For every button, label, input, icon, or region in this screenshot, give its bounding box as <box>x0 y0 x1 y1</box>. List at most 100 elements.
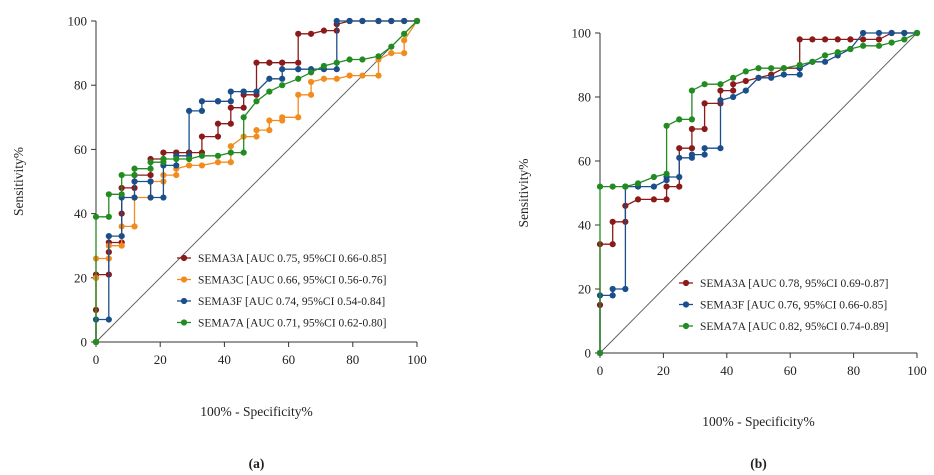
data-point <box>214 120 222 127</box>
data-point <box>742 77 749 85</box>
data-point <box>295 75 302 82</box>
data-point <box>92 213 100 220</box>
series-line <box>599 32 917 353</box>
panel-label: (a) <box>249 456 265 471</box>
data-point <box>118 232 125 240</box>
data-point <box>609 241 616 248</box>
data-point <box>663 196 670 203</box>
data-point <box>676 154 683 161</box>
data-point <box>346 56 353 63</box>
data-point <box>860 36 867 43</box>
data-point <box>663 183 670 190</box>
y-tick-label: 60 <box>74 142 87 157</box>
x-tick-label: 0 <box>597 363 604 378</box>
data-point <box>227 149 234 156</box>
data-point <box>105 213 112 220</box>
data-point <box>634 196 642 203</box>
data-point <box>253 133 260 140</box>
y-tick-label: 40 <box>74 206 87 221</box>
y-tick-label: 20 <box>578 282 591 297</box>
data-point <box>888 29 895 37</box>
data-point <box>821 58 829 65</box>
data-point <box>147 171 154 179</box>
data-point <box>279 59 286 66</box>
legend-entry: SEMA7A [AUC 0.71, 95%CI 0.62-0.80] <box>198 318 386 330</box>
x-tick-label: 20 <box>154 352 167 367</box>
data-point <box>253 127 260 134</box>
data-point <box>375 53 382 60</box>
data-point <box>634 180 642 187</box>
data-point <box>796 36 803 43</box>
data-point <box>240 149 247 156</box>
y-tick-label: 0 <box>585 346 592 361</box>
data-point <box>214 159 222 166</box>
data-point <box>388 50 395 57</box>
y-tick-label: 80 <box>74 78 87 93</box>
roc-panel-a: 0 20 40 60 80 100 0 20 40 60 80 100 100% - Specifici… <box>11 14 427 472</box>
data-point <box>676 173 683 181</box>
data-point <box>688 116 696 123</box>
data-point <box>131 178 138 185</box>
legend-entry: SEMA7A [AUC 0.82, 95%CI 0.74-0.89] <box>700 321 888 333</box>
legend-marker <box>682 322 690 330</box>
x-tick-label: 100 <box>407 352 427 367</box>
data-point <box>609 292 616 299</box>
data-point <box>875 36 883 43</box>
data-point <box>780 65 787 72</box>
data-point <box>742 87 749 94</box>
data-point <box>359 17 366 25</box>
data-point <box>295 91 302 98</box>
data-point <box>295 114 302 121</box>
data-point <box>730 74 737 81</box>
data-point <box>701 100 708 107</box>
data-point <box>227 120 234 127</box>
x-axis-title: 100% - Specificity% <box>200 404 312 419</box>
data-point <box>147 178 154 185</box>
data-point <box>796 71 803 78</box>
x-tick-label: 80 <box>847 363 860 378</box>
x-tick-label: 20 <box>657 363 670 378</box>
data-point <box>266 75 273 82</box>
data-point <box>860 42 867 49</box>
series-2 <box>92 17 421 346</box>
data-point <box>227 104 234 111</box>
x-tick-label: 80 <box>346 352 359 367</box>
data-point <box>147 194 154 201</box>
data-point <box>295 66 302 73</box>
data-point <box>333 17 340 25</box>
data-point <box>622 285 629 293</box>
data-point <box>147 159 154 166</box>
x-axis-title: 100% - Specificity% <box>702 414 814 429</box>
data-point <box>913 29 921 37</box>
data-point <box>240 104 247 111</box>
x-tick-label: 40 <box>218 352 231 367</box>
data-point <box>214 152 222 159</box>
data-point <box>401 17 408 25</box>
data-point <box>834 49 841 56</box>
data-point <box>105 232 112 240</box>
data-point <box>730 81 737 88</box>
data-point <box>413 17 421 25</box>
y-tick-label: 100 <box>68 14 88 29</box>
legend-entry: SEMA3F [AUC 0.74, 95%CI 0.54-0.84] <box>198 296 385 308</box>
panel-label: (b) <box>750 456 767 471</box>
data-point <box>650 196 657 203</box>
data-point <box>780 71 787 78</box>
data-point <box>888 39 895 46</box>
data-point <box>266 117 273 124</box>
data-point <box>796 61 803 69</box>
data-point <box>768 74 775 81</box>
x-tick-label: 0 <box>93 352 100 367</box>
legend-entry: SEMA3F [AUC 0.76, 95%CI 0.66-0.85] <box>700 300 887 312</box>
data-point <box>609 218 616 225</box>
data-point <box>375 17 382 25</box>
data-point <box>834 36 841 43</box>
data-point <box>821 36 829 43</box>
data-point <box>359 72 366 79</box>
data-point <box>160 149 167 156</box>
data-point <box>901 36 908 43</box>
data-point <box>730 87 737 94</box>
data-point <box>663 122 670 129</box>
data-point <box>346 17 353 25</box>
legend-entry: SEMA3A [AUC 0.78, 95%CI 0.69-0.87] <box>700 278 888 290</box>
